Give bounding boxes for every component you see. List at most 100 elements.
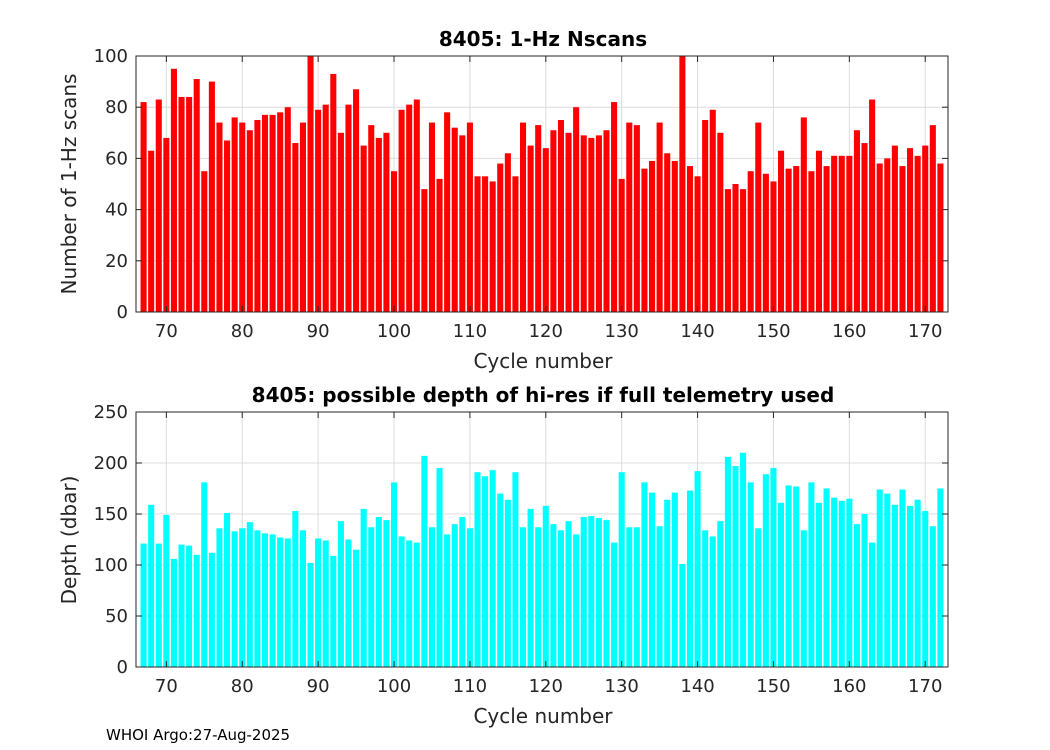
depth-bar: [709, 536, 716, 667]
depth-bar: [785, 485, 792, 667]
depth-bar: [444, 534, 451, 667]
depth-bar: [398, 536, 405, 667]
depth-bar: [542, 505, 549, 667]
depth-bar: [565, 521, 572, 667]
depth-bar: [474, 472, 481, 667]
nscans-bar: [550, 130, 557, 312]
nscans-bar: [231, 117, 238, 312]
depth-bar: [155, 543, 162, 667]
depth-bars: [140, 452, 944, 667]
depth-bar: [148, 504, 155, 667]
nscans-x-tick-label: 140: [680, 321, 714, 342]
depth-bar: [406, 540, 413, 667]
depth-bar: [208, 552, 215, 667]
depth-bar: [413, 542, 420, 667]
depth-bar: [626, 527, 633, 667]
nscans-bar: [611, 102, 618, 312]
nscans-bar: [876, 163, 883, 312]
depth-y-axis-label: Depth (dbar): [57, 476, 81, 605]
depth-bar: [201, 482, 208, 667]
depth-bar: [375, 517, 382, 667]
depth-bar: [823, 488, 830, 667]
nscans-bar: [686, 166, 694, 312]
nscans-bar: [595, 135, 602, 312]
depth-x-tick-label: 160: [832, 676, 866, 697]
nscans-x-tick-label: 100: [377, 321, 411, 342]
depth-bar: [504, 499, 511, 667]
depth-bar: [876, 489, 883, 667]
nscans-bar: [345, 104, 352, 312]
nscans-bar: [603, 130, 610, 312]
depth-bar: [891, 504, 898, 667]
depth-bar: [277, 537, 284, 667]
depth-bar: [649, 492, 656, 667]
depth-axes-box: [135, 411, 949, 668]
depth-bar: [330, 555, 337, 667]
depth-bar: [261, 533, 269, 667]
nscans-bar: [732, 184, 739, 312]
nscans-bar: [755, 122, 762, 312]
depth-bar: [459, 517, 466, 667]
depth-chart: 0 50 100 150 200 250 70 80 90 100 110 120 130 140 150 1…: [57, 383, 949, 728]
nscans-x-tick-label: 160: [832, 321, 866, 342]
nscans-bar: [201, 171, 208, 312]
nscans-axes: 0 20 40 60 80 100 70 80 90 100 110 120 130 140 150 160 1…: [94, 46, 949, 342]
nscans-bar: [633, 125, 640, 313]
nscans-bar: [148, 150, 155, 312]
nscans-bar: [618, 178, 625, 312]
nscans-bar: [451, 127, 458, 313]
nscans-bar: [762, 173, 769, 312]
nscans-bar: [489, 181, 496, 312]
depth-x-tick-label: 120: [529, 676, 563, 697]
depth-bar: [732, 466, 739, 667]
nscans-x-tick-label: 90: [307, 321, 330, 342]
nscans-bar: [709, 109, 716, 312]
depth-bar: [899, 489, 906, 667]
depth-bar: [853, 524, 860, 667]
nscans-bar: [224, 140, 231, 312]
nscans-bar: [474, 176, 481, 312]
nscans-y-tick-label: 60: [105, 148, 128, 169]
nscans-bar: [800, 117, 807, 312]
nscans-bar: [527, 145, 534, 312]
nscans-bar: [785, 168, 792, 312]
depth-bar: [360, 508, 367, 667]
depth-bar: [535, 527, 542, 667]
nscans-bar: [216, 122, 223, 312]
depth-bar: [747, 482, 754, 667]
nscans-bar: [186, 96, 193, 313]
nscans-bar: [330, 73, 337, 312]
depth-x-tick-label: 130: [605, 676, 639, 697]
nscans-bar: [299, 122, 306, 312]
nscans-bar: [390, 171, 398, 312]
depth-bar: [679, 563, 686, 667]
nscans-x-tick-label: 130: [605, 321, 639, 342]
nscans-bar: [891, 145, 898, 312]
nscans-bar: [694, 176, 701, 312]
depth-y-tick-label: 150: [94, 504, 128, 525]
depth-bar: [390, 482, 398, 667]
depth-bar: [170, 558, 177, 667]
depth-bar: [846, 498, 853, 667]
nscans-bar: [535, 125, 542, 313]
depth-bar: [633, 527, 640, 667]
depth-bar: [861, 514, 868, 667]
depth-bar: [421, 455, 428, 667]
depth-bar: [884, 493, 891, 667]
nscans-bar: [899, 166, 906, 312]
nscans-chart: 0 20 40 60 80 100 70 80 90 100 110 120 130 140 150 160 1…: [57, 27, 949, 373]
nscans-bar: [398, 109, 405, 312]
depth-bar: [224, 512, 231, 667]
nscans-bar: [368, 125, 375, 313]
nscans-bar: [861, 143, 868, 312]
nscans-bar: [770, 181, 777, 312]
depth-x-tick-label: 70: [155, 676, 178, 697]
nscans-bar: [406, 104, 413, 312]
nscans-y-tick-label: 40: [105, 200, 128, 221]
depth-bar: [519, 527, 527, 667]
nscans-bar: [337, 132, 344, 312]
nscans-bar: [163, 137, 170, 312]
nscans-bar: [155, 99, 162, 313]
nscans-bar: [504, 153, 511, 312]
nscans-bar: [170, 68, 177, 312]
